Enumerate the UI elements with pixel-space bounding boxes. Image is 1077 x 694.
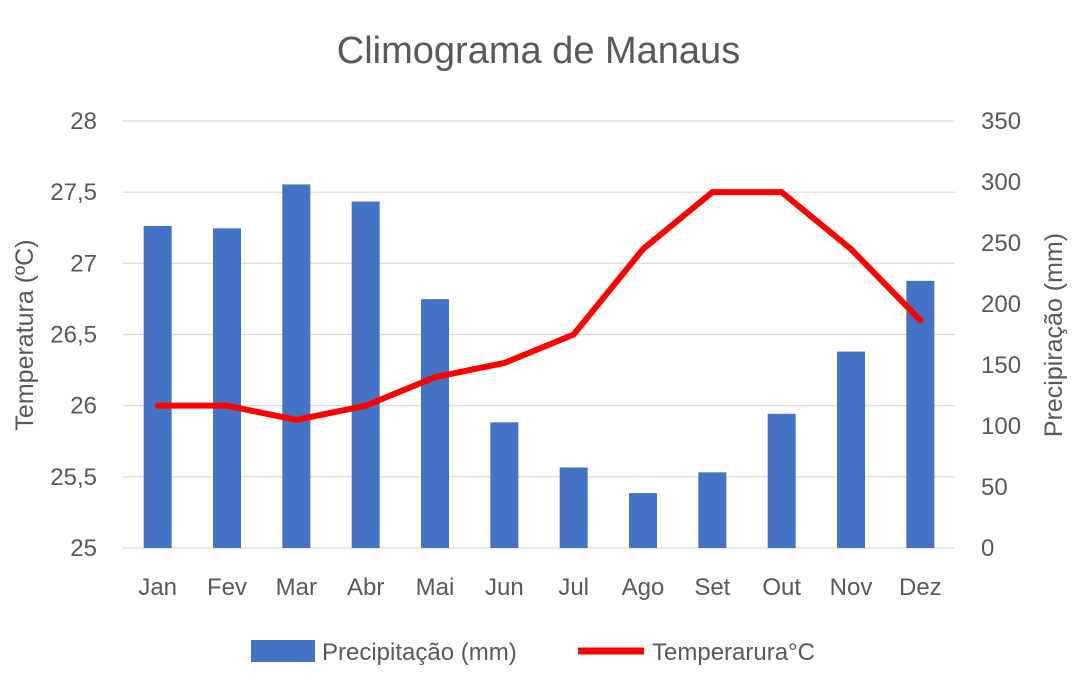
gridlines bbox=[123, 120, 955, 549]
x-tick-label: Fev bbox=[207, 574, 247, 601]
x-tick-label: Nov bbox=[830, 574, 873, 601]
precipitation-bars bbox=[143, 184, 935, 549]
precipitation-bar bbox=[767, 413, 796, 548]
x-tick-label: Ago bbox=[622, 574, 665, 601]
x-tick-label: Abr bbox=[347, 574, 384, 601]
right-tick-label: 150 bbox=[981, 352, 1021, 379]
legend-temp-label: Temperarura°C bbox=[652, 639, 815, 666]
precipitation-bar bbox=[282, 184, 311, 548]
left-tick-label: 25,5 bbox=[50, 464, 97, 491]
precipitation-bar bbox=[629, 493, 657, 548]
temperature-line-group bbox=[154, 189, 924, 423]
right-tick-label: 0 bbox=[981, 535, 994, 562]
x-tick-label: Set bbox=[694, 574, 730, 601]
right-axis-ticks: 0 50 100 150 200 250 300 350 bbox=[981, 108, 1021, 562]
right-tick-label: 350 bbox=[981, 108, 1021, 135]
temperature-line bbox=[154, 189, 924, 423]
x-tick-label: Dez bbox=[899, 574, 942, 601]
x-tick-label: Jun bbox=[485, 574, 524, 601]
right-tick-label: 50 bbox=[981, 474, 1008, 501]
left-tick-label: 27 bbox=[70, 250, 97, 277]
legend-precip-label: Precipitação (mm) bbox=[322, 639, 517, 666]
precipitation-bar bbox=[906, 280, 935, 548]
precipitation-bar bbox=[837, 351, 865, 548]
x-tick-label: Mai bbox=[416, 574, 455, 601]
precipitation-bar bbox=[143, 225, 172, 549]
precipitation-bar bbox=[351, 201, 380, 548]
legend: Precipitação (mm) Temperarura°C bbox=[251, 639, 815, 666]
left-tick-label: 28 bbox=[70, 108, 97, 135]
right-tick-label: 200 bbox=[981, 291, 1021, 318]
precipitation-bar bbox=[559, 467, 588, 548]
right-tick-label: 300 bbox=[981, 169, 1021, 196]
left-tick-label: 25 bbox=[70, 535, 97, 562]
right-tick-label: 100 bbox=[981, 413, 1021, 440]
x-tick-label: Jan bbox=[138, 574, 177, 601]
left-tick-label: 27,5 bbox=[50, 179, 97, 206]
left-tick-label: 26 bbox=[70, 393, 97, 420]
x-tick-label: Out bbox=[762, 574, 801, 601]
x-axis-ticks: Jan Fev Mar Abr Mai Jun Jul Ago Set Out Nov Dez bbox=[138, 574, 941, 601]
legend-precip-swatch bbox=[251, 640, 315, 662]
precipitation-bar bbox=[213, 228, 241, 549]
right-axis-title: Precipiração (mm) bbox=[1040, 233, 1068, 437]
left-tick-label: 26,5 bbox=[50, 322, 97, 349]
left-axis-title: Temperatura (ºC) bbox=[11, 239, 39, 430]
x-tick-label: Jul bbox=[558, 574, 589, 601]
right-tick-label: 250 bbox=[981, 230, 1021, 257]
precipitation-bar bbox=[490, 422, 519, 548]
precipitation-bar bbox=[698, 472, 727, 548]
left-axis-ticks: 25 25,5 26 26,5 27 27,5 28 bbox=[50, 108, 97, 562]
x-tick-label: Mar bbox=[276, 574, 317, 601]
precipitation-bar bbox=[421, 299, 449, 548]
chart-title: Climograma de Manaus bbox=[336, 30, 741, 72]
